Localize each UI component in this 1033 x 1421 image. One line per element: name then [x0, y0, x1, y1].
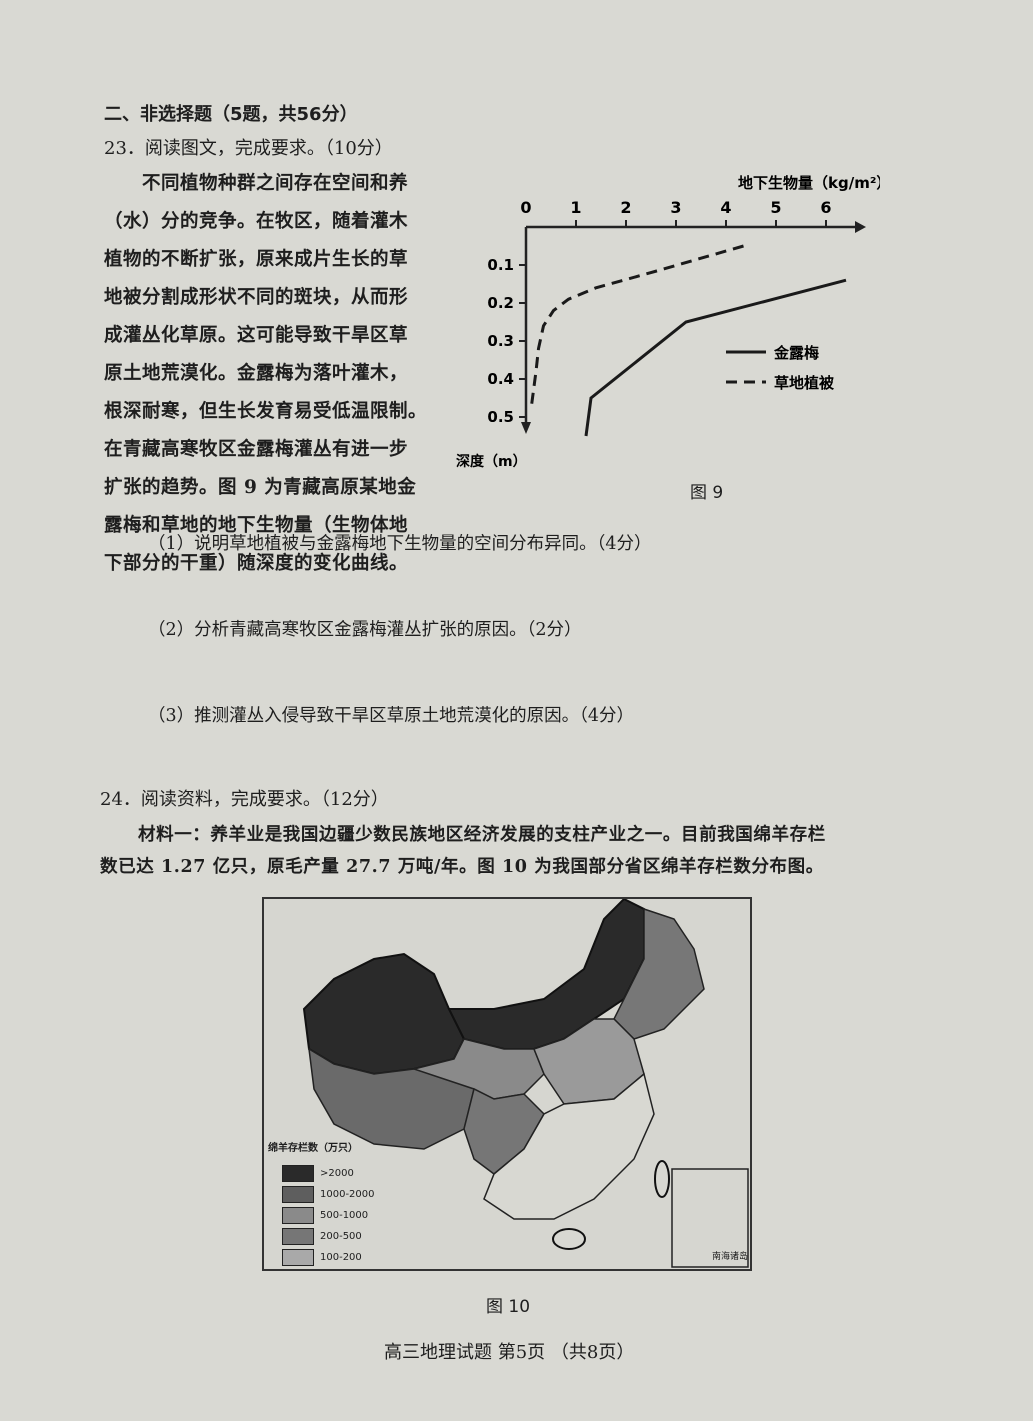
paragraph-line: 下部分的干重）随深度的变化曲线。	[104, 553, 409, 574]
section-title: 二、非选择题（5题，共56分）	[104, 104, 358, 125]
x-axis-arrow	[855, 221, 866, 233]
map-legend: >2000 1000-2000 500-1000 200-500 100-200	[282, 1163, 375, 1268]
page-footer: 高三地理试题 第5页 （共8页）	[384, 1342, 635, 1363]
paragraph-line: 植物的不断扩张，原来成片生长的草	[104, 249, 409, 270]
sheep-distribution-map: 绵羊存栏数（万只） >2000 1000-2000 500-1000 200-500 1…	[262, 897, 752, 1271]
x-tick-label: 1	[570, 198, 581, 217]
paragraph-line: 原土地荒漠化。金露梅为落叶灌木，	[104, 363, 409, 384]
legend-swatch	[282, 1228, 314, 1245]
y-tick-label: 0.1	[487, 256, 514, 274]
x-tick-label: 0	[520, 198, 531, 217]
x-tick-label: 6	[820, 198, 831, 217]
x-tick-label: 5	[770, 198, 781, 217]
question-23-paragraph: 不同植物种群之间存在空间和养 （水）分的竞争。在牧区，随着灌木 植物的不断扩张，…	[104, 165, 428, 583]
material-line: 材料一：养羊业是我国边疆少数民族地区经济发展的支柱产业之一。目前我国绵羊存栏	[138, 825, 826, 845]
legend-swatch	[282, 1207, 314, 1224]
paragraph-line: 地被分割成形状不同的斑块，从而形	[104, 287, 409, 308]
paragraph-line: 不同植物种群之间存在空间和养	[142, 173, 409, 194]
legend-item: 1000-2000	[282, 1184, 375, 1205]
biomass-depth-chart: 地下生物量（kg/m²） 深度（m） 0 1 2 3 4 5 6 0.1 0.2 0.3 0.4 0.…	[456, 174, 880, 470]
figure-9-caption: 图 9	[690, 483, 724, 503]
legend-swatch	[282, 1165, 314, 1182]
paragraph-line: 露梅和草地的地下生物量（生物体地	[104, 515, 409, 536]
x-tick-label: 4	[720, 198, 731, 217]
x-tick-label: 3	[670, 198, 681, 217]
region-hainan	[552, 1228, 586, 1250]
sub-question-1: （1）说明草地植被与金露梅地下生物量的空间分布异同。（4分）	[148, 534, 652, 554]
legend-item: 200-500	[282, 1226, 375, 1247]
sub-question-3: （3）推测灌丛入侵导致干旱区草原土地荒漠化的原因。（4分）	[148, 706, 635, 726]
legend-item: 100-200	[282, 1247, 375, 1268]
series-line-grassland	[529, 244, 744, 410]
legend-label: 500-1000	[320, 1210, 369, 1221]
question-23-title: 23．阅读图文，完成要求。（10分）	[104, 138, 393, 159]
y-tick-label: 0.5	[487, 408, 514, 426]
material-line: 数已达 1.27 亿只，原毛产量 27.7 万吨/年。图 10 为我国部分省区绵…	[100, 857, 824, 877]
china-map	[302, 899, 749, 1268]
paragraph-line: （水）分的竞争。在牧区，随着灌木	[104, 211, 409, 232]
y-axis-label: 深度（m）	[456, 453, 527, 470]
legend-label: >2000	[320, 1168, 354, 1179]
region-xinjiang	[302, 952, 466, 1076]
legend-swatch	[282, 1186, 314, 1203]
region-taiwan	[654, 1160, 670, 1198]
legend-label: 100-200	[320, 1252, 362, 1263]
legend-swatch	[282, 1249, 314, 1266]
x-axis-label: 地下生物量（kg/m²）	[738, 174, 880, 192]
legend-item: >2000	[282, 1163, 375, 1184]
paragraph-line: 根深耐寒，但生长发育易受低温限制。	[104, 401, 428, 422]
question-24-title: 24．阅读资料，完成要求。（12分）	[100, 789, 389, 810]
legend-label: 草地植被	[774, 374, 835, 392]
inset-label: 南海诸岛	[712, 1252, 749, 1262]
region-northeast	[613, 907, 705, 1040]
y-axis-arrow	[521, 422, 531, 434]
legend-label: 200-500	[320, 1231, 362, 1242]
y-tick-label: 0.4	[487, 370, 514, 388]
figure-10-caption: 图 10	[486, 1297, 531, 1317]
legend-label: 金露梅	[773, 344, 819, 362]
legend-title: 绵羊存栏数（万只）	[268, 1143, 358, 1154]
south-sea-inset	[671, 1168, 749, 1268]
legend-label: 1000-2000	[320, 1189, 375, 1200]
y-tick-label: 0.2	[487, 294, 514, 312]
paragraph-line: 扩张的趋势。图 9 为青藏高原某地金	[104, 477, 417, 498]
y-tick-label: 0.3	[487, 332, 514, 350]
series-line-potentilla	[584, 278, 847, 437]
region-south	[483, 1072, 655, 1220]
paragraph-line: 成灌丛化草原。这可能导致干旱区草	[104, 325, 409, 346]
legend-item: 500-1000	[282, 1205, 375, 1226]
paragraph-line: 在青藏高寒牧区金露梅灌丛有进一步	[104, 439, 409, 460]
region-north-china	[533, 1018, 645, 1105]
sub-question-2: （2）分析青藏高寒牧区金露梅灌丛扩张的原因。（2分）	[148, 620, 582, 640]
x-tick-label: 2	[620, 198, 631, 217]
